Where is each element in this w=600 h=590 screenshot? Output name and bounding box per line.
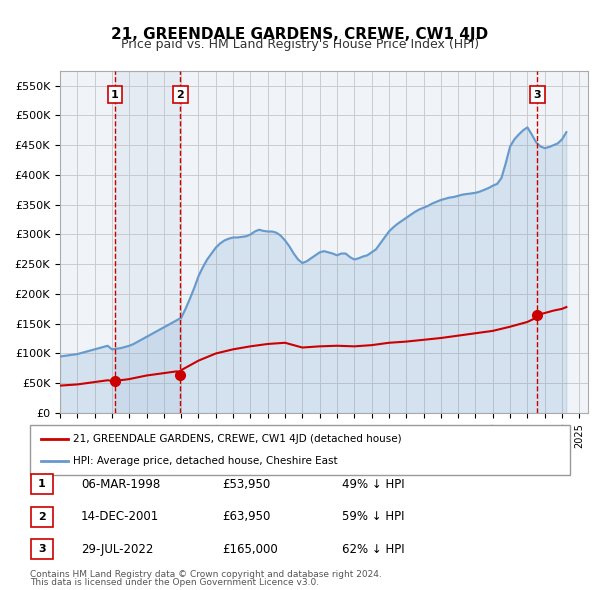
- Text: 21, GREENDALE GARDENS, CREWE, CW1 4JD (detached house): 21, GREENDALE GARDENS, CREWE, CW1 4JD (d…: [73, 434, 402, 444]
- Bar: [115, 71, 181, 413]
- Text: 21, GREENDALE GARDENS, CREWE, CW1 4JD: 21, GREENDALE GARDENS, CREWE, CW1 4JD: [112, 27, 488, 41]
- Text: 06-MAR-1998: 06-MAR-1998: [81, 478, 160, 491]
- Text: £165,000: £165,000: [222, 543, 278, 556]
- FancyBboxPatch shape: [31, 474, 53, 494]
- Text: Contains HM Land Registry data © Crown copyright and database right 2024.: Contains HM Land Registry data © Crown c…: [30, 571, 382, 579]
- Text: 3: 3: [38, 545, 46, 554]
- Text: This data is licensed under the Open Government Licence v3.0.: This data is licensed under the Open Gov…: [30, 578, 319, 587]
- FancyBboxPatch shape: [31, 539, 53, 559]
- Text: 14-DEC-2001: 14-DEC-2001: [81, 510, 159, 523]
- Text: 59% ↓ HPI: 59% ↓ HPI: [342, 510, 404, 523]
- Text: 2: 2: [176, 90, 184, 100]
- FancyBboxPatch shape: [31, 507, 53, 527]
- Text: HPI: Average price, detached house, Cheshire East: HPI: Average price, detached house, Ches…: [73, 456, 338, 466]
- Text: £63,950: £63,950: [222, 510, 271, 523]
- Text: 2: 2: [38, 512, 46, 522]
- FancyBboxPatch shape: [30, 425, 570, 475]
- Text: 49% ↓ HPI: 49% ↓ HPI: [342, 478, 404, 491]
- Text: 62% ↓ HPI: 62% ↓ HPI: [342, 543, 404, 556]
- Text: Price paid vs. HM Land Registry's House Price Index (HPI): Price paid vs. HM Land Registry's House …: [121, 38, 479, 51]
- Text: £53,950: £53,950: [222, 478, 270, 491]
- Text: 3: 3: [533, 90, 541, 100]
- Text: 1: 1: [111, 90, 119, 100]
- Text: 29-JUL-2022: 29-JUL-2022: [81, 543, 154, 556]
- Text: 1: 1: [38, 480, 46, 489]
